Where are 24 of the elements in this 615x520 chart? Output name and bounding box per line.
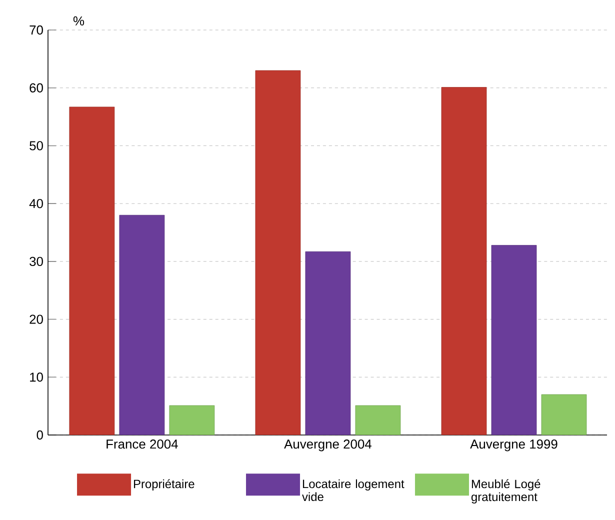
legend-label: Propriétaire: [134, 479, 194, 491]
y-tick-label: 60: [30, 83, 43, 92]
bar: [305, 251, 351, 435]
x-tick-label: Auvergne 2004: [284, 440, 372, 452]
bar: [441, 87, 487, 435]
bar: [169, 405, 215, 435]
y-axis-title: %: [73, 16, 84, 26]
bar: [491, 245, 537, 435]
bar: [119, 214, 165, 435]
bar: [255, 70, 301, 435]
y-tick-label: 40: [29, 198, 43, 208]
y-tick-label: 20: [30, 314, 43, 324]
bar: [541, 394, 587, 435]
bar: [355, 405, 401, 435]
x-tick-label: Auvergne 1999: [470, 440, 558, 452]
y-tick-label: 70: [30, 25, 43, 35]
legend-label: Meublé Logé gratuitement: [471, 479, 540, 504]
y-tick-label: 0: [36, 430, 43, 440]
bar: [69, 106, 115, 435]
y-tick-label: 10: [30, 372, 43, 382]
x-tick-label: France 2004: [106, 440, 178, 449]
legend-label: Locataire logement vide: [302, 479, 404, 502]
y-tick-label: 50: [30, 141, 43, 150]
y-tick-label: 30: [30, 256, 43, 266]
